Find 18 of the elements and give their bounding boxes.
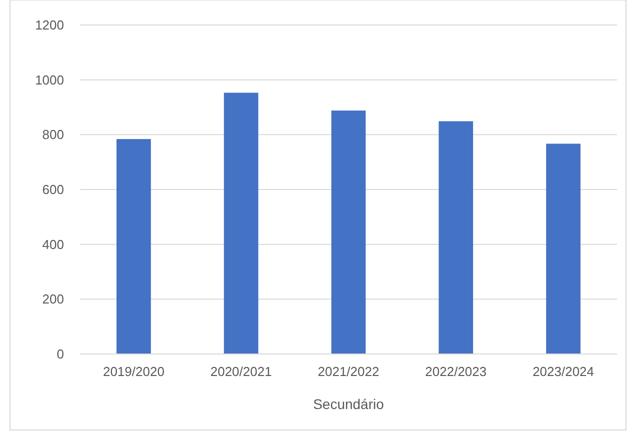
x-tick-label: 2023/2024: [532, 364, 594, 379]
bar: [116, 139, 151, 354]
x-tick-label: 2021/2022: [318, 364, 380, 379]
bar: [224, 92, 258, 354]
y-tick-label: 1200: [35, 18, 64, 33]
x-tick-label: 2019/2020: [102, 364, 164, 379]
x-tick-label: 2020/2021: [210, 364, 272, 379]
y-tick-label: 400: [42, 236, 64, 252]
bar: [331, 110, 366, 354]
y-tick-label: 0: [56, 346, 64, 362]
bar: [546, 144, 580, 354]
y-tick-label: 200: [42, 292, 64, 307]
y-tick-label: 1000: [35, 72, 64, 88]
x-tick-label: 2022/2023: [425, 364, 487, 379]
bar: [438, 121, 474, 354]
y-tick-label: 800: [42, 127, 64, 142]
y-tick-label: 600: [42, 182, 64, 198]
x-axis-title: Secundário: [313, 396, 384, 412]
